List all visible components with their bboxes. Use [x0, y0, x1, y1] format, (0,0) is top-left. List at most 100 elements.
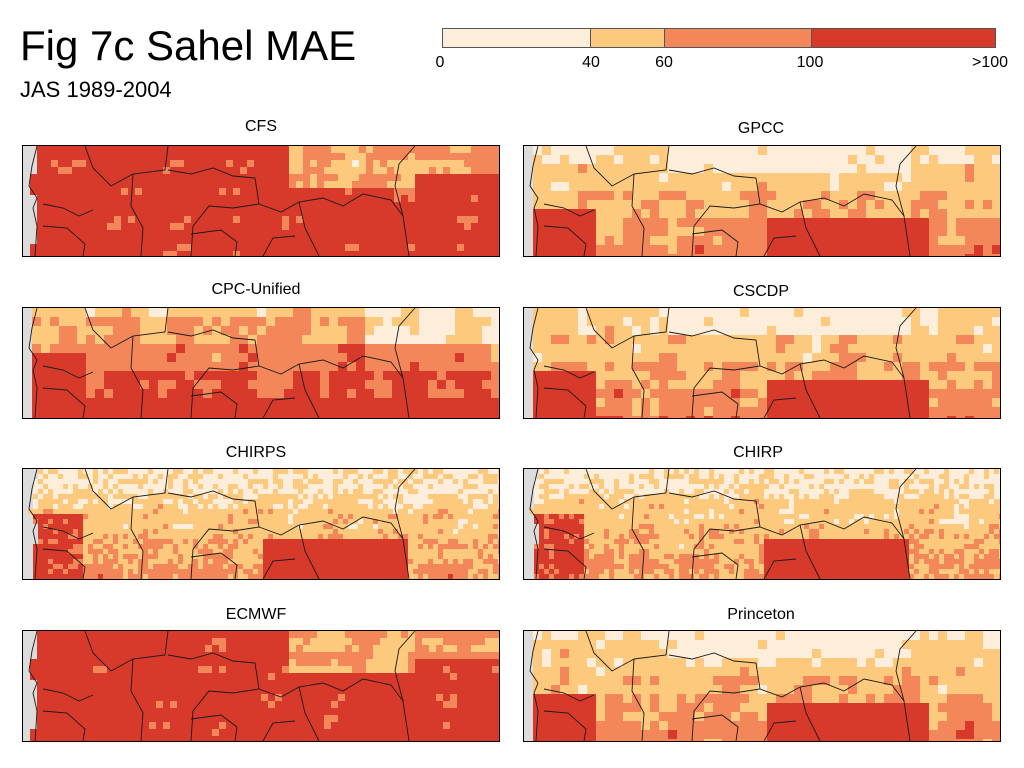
- grid-cell: [722, 308, 731, 317]
- grid-cell: [73, 509, 78, 514]
- grid-cell: [473, 416, 482, 418]
- grid-cell: [88, 469, 93, 474]
- grid-cell: [268, 188, 275, 195]
- grid-cell: [659, 218, 668, 227]
- grid-cell: [338, 362, 347, 371]
- grid-cell: [419, 326, 428, 335]
- grid-cell: [148, 479, 153, 484]
- grid-cell: [348, 559, 353, 564]
- grid-cell: [41, 353, 50, 362]
- grid-cell: [273, 494, 278, 499]
- grid-cell: [478, 216, 485, 223]
- grid-cell: [238, 539, 243, 544]
- grid-cell: [875, 236, 884, 245]
- grid-cell: [857, 380, 866, 389]
- grid-cell: [103, 489, 108, 494]
- grid-cell: [398, 504, 403, 509]
- grid-cell: [156, 216, 163, 223]
- grid-cell: [191, 202, 198, 209]
- grid-cell: [803, 245, 812, 254]
- grid-cell: [283, 469, 288, 474]
- grid-cell: [695, 407, 704, 416]
- grid-cell: [437, 362, 446, 371]
- grid-cell: [368, 539, 373, 544]
- grid-cell: [713, 182, 722, 191]
- grid-cell: [443, 474, 448, 479]
- grid-cell: [228, 549, 233, 554]
- grid-cell: [911, 344, 920, 353]
- grid-cell: [623, 389, 632, 398]
- grid-cell: [713, 398, 722, 407]
- grid-cell: [450, 244, 457, 251]
- grid-cell: [205, 244, 212, 251]
- grid-cell: [401, 244, 408, 251]
- grid-cell: [587, 254, 596, 256]
- grid-cell: [324, 251, 331, 256]
- grid-cell: [170, 223, 177, 230]
- grid-cell: [433, 549, 438, 554]
- grid-cell: [493, 559, 498, 564]
- grid-cell: [363, 539, 368, 544]
- grid-cell: [320, 344, 329, 353]
- grid-cell: [68, 371, 77, 380]
- grid-cell: [173, 509, 178, 514]
- grid-cell: [492, 146, 499, 153]
- grid-cell: [33, 479, 38, 484]
- grid-cell: [448, 484, 453, 489]
- grid-cell: [167, 389, 176, 398]
- grid-cell: [289, 223, 296, 230]
- grid-cell: [605, 398, 614, 407]
- grid-cell: [365, 371, 374, 380]
- grid-cell: [313, 514, 318, 519]
- grid-cell: [167, 371, 176, 380]
- grid-cell: [58, 251, 65, 256]
- grid-cell: [149, 416, 158, 418]
- grid-cell: [348, 479, 353, 484]
- grid-cell: [149, 167, 156, 174]
- grid-cell: [848, 146, 857, 155]
- grid-cell: [695, 146, 704, 155]
- grid-cell: [78, 564, 83, 569]
- grid-cell: [273, 469, 278, 474]
- grid-cell: [464, 146, 471, 153]
- grid-cell: [794, 245, 803, 254]
- grid-cell: [247, 195, 254, 202]
- grid-cell: [131, 407, 140, 416]
- grid-cell: [77, 308, 86, 317]
- grid-cell: [303, 146, 310, 153]
- grid-cell: [478, 544, 483, 549]
- grid-cell: [238, 514, 243, 519]
- grid-cell: [893, 227, 902, 236]
- grid-cell: [72, 160, 79, 167]
- grid-cell: [213, 509, 218, 514]
- grid-cell: [468, 519, 473, 524]
- grid-cell: [323, 489, 328, 494]
- grid-cell: [974, 146, 983, 155]
- grid-cell: [248, 564, 253, 569]
- grid-cell: [288, 529, 293, 534]
- grid-cell: [605, 326, 614, 335]
- grid-cell: [188, 554, 193, 559]
- grid-cell: [63, 549, 68, 554]
- grid-cell: [457, 160, 464, 167]
- grid-cell: [78, 534, 83, 539]
- grid-cell: [193, 474, 198, 479]
- grid-cell: [268, 474, 273, 479]
- grid-cell: [278, 519, 283, 524]
- grid-cell: [542, 398, 551, 407]
- grid-cell: [911, 146, 920, 155]
- grid-cell: [104, 344, 113, 353]
- grid-cell: [551, 254, 560, 256]
- grid-cell: [403, 509, 408, 514]
- map-panel-gpcc: [523, 145, 1001, 257]
- grid-cell: [63, 544, 68, 549]
- grid-cell: [363, 549, 368, 554]
- grid-cell: [848, 353, 857, 362]
- grid-cell: [785, 380, 794, 389]
- grid-cell: [446, 326, 455, 335]
- grid-cell: [776, 227, 785, 236]
- grid-cell: [830, 344, 839, 353]
- grid-cell: [713, 407, 722, 416]
- grid-cell: [632, 326, 641, 335]
- grid-cell: [929, 389, 938, 398]
